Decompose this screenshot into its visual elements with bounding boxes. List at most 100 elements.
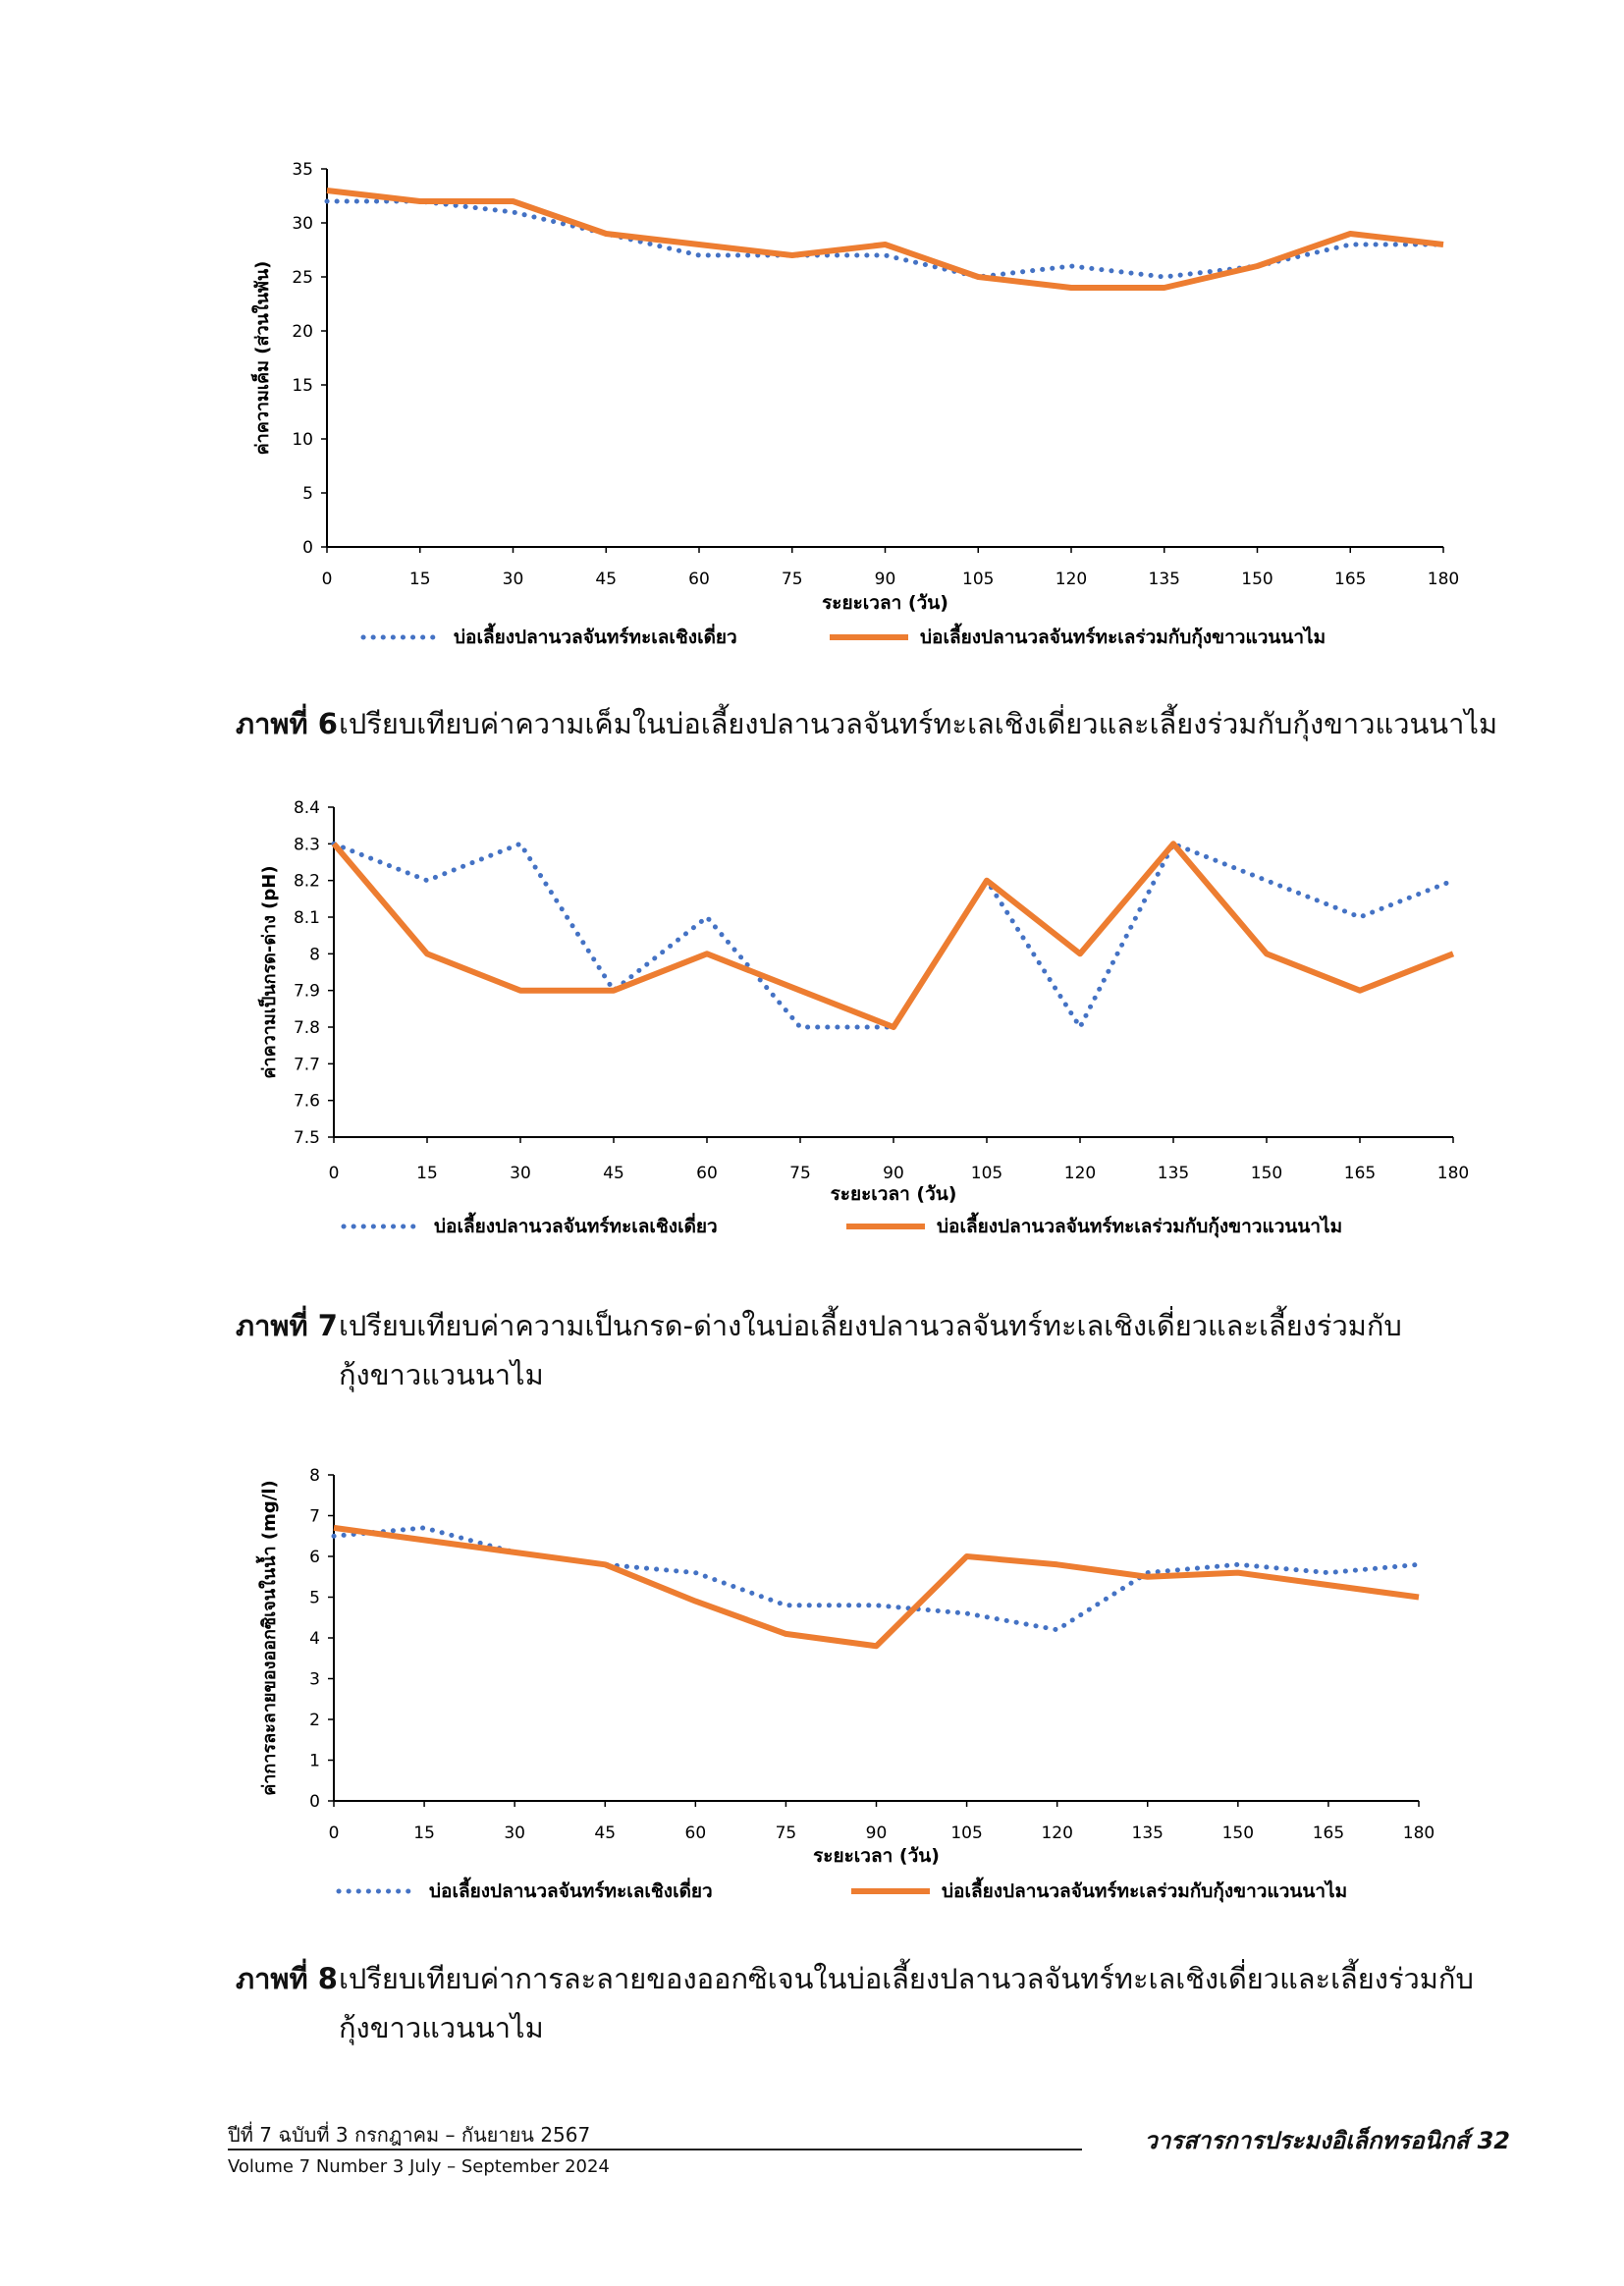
x-tick-label: 135 — [1158, 1164, 1189, 1183]
salinity-chart: 0 5 10 15 20 25 30 35 0 15 30 45 60 75 90 105 120 135 150 1… — [0, 147, 1624, 658]
x-tick-label: 180 — [1428, 570, 1459, 589]
legend-label: บ่อเลี้ยงปลานวลจันทร์ทะเลเชิงเดี่ยว — [434, 1212, 718, 1237]
x-tick-label: 90 — [875, 570, 896, 589]
x-tick-label: 120 — [1064, 1164, 1096, 1183]
x-tick-label: 180 — [1403, 1823, 1435, 1843]
x-tick-label: 120 — [1056, 570, 1087, 589]
y-axis-title: ค่าการละลายของออกซิเจนในน้ำ (mg/l) — [255, 1480, 280, 1795]
series-line-monoculture — [331, 1525, 1422, 1633]
caption-text: เปรียบเทียบค่าความเค็มในบ่อเลี้ยงปลานวลจ… — [339, 707, 1498, 740]
x-tick-label: 30 — [510, 1164, 531, 1183]
y-tick-label: 8.1 — [294, 908, 320, 928]
caption-figure-8: ภาพที่ 8เปรียบเทียบค่าการละลายของออกซิเจ… — [236, 1954, 1512, 2052]
x-tick-label: 120 — [1041, 1823, 1072, 1843]
y-tick-label: 3 — [309, 1670, 320, 1690]
x-tick-label: 45 — [595, 570, 617, 589]
x-tick-label: 75 — [789, 1164, 811, 1183]
x-tick-label: 105 — [962, 570, 994, 589]
x-tick-label: 165 — [1344, 1164, 1376, 1183]
x-tick-label: 0 — [329, 1823, 340, 1843]
legend-label: บ่อเลี้ยงปลานวลจันทร์ทะเลเชิงเดี่ยว — [454, 623, 737, 648]
y-tick-label: 10 — [292, 430, 313, 450]
y-axis-title: ค่าความเป็นกรด-ด่าง (pH) — [257, 865, 280, 1078]
legend-label: บ่อเลี้ยงปลานวลจันทร์ทะเลร่วมกับกุ้งขาวแ… — [920, 623, 1326, 649]
x-axis-title: ระยะเวลา (วัน) — [813, 1845, 940, 1867]
y-tick-label: 1 — [309, 1752, 320, 1771]
journal-name: วารสารการประมงอิเล็กทรอนิกส์ — [1144, 2127, 1470, 2154]
x-tick-label: 60 — [688, 570, 710, 589]
x-tick-label: 180 — [1437, 1164, 1469, 1183]
legend-label: บ่อเลี้ยงปลานวลจันทร์ทะเลร่วมกับกุ้งขาวแ… — [942, 1877, 1347, 1903]
y-tick-label: 7.5 — [294, 1128, 320, 1148]
oxygen-chart: 0 1 2 3 4 5 6 7 8 0 15 30 45 60 75 90 105 120 135 150 165 180… — [0, 1453, 1624, 1944]
caption-figure-7: ภาพที่ 7เปรียบเทียบค่าความเป็นกรด-ด่างใน… — [236, 1301, 1512, 1399]
y-tick-label: 8.2 — [294, 872, 320, 892]
footer-rule — [228, 2149, 1082, 2150]
caption-figure-6: ภาพที่ 6เปรียบเทียบค่าความเค็มในบ่อเลี้ย… — [236, 699, 1512, 748]
x-tick-label: 15 — [409, 570, 431, 589]
y-tick-label: 8 — [309, 1466, 320, 1486]
caption-continuation: กุ้งขาวแวนนาไม — [339, 1358, 544, 1391]
x-tick-label: 45 — [603, 1164, 624, 1183]
journal-footer: วารสารการประมงอิเล็กทรอนิกส์ 32 — [1144, 2121, 1510, 2159]
x-tick-label: 0 — [322, 570, 333, 589]
x-tick-label: 75 — [782, 570, 803, 589]
x-tick-label: 0 — [329, 1164, 340, 1183]
x-tick-label: 150 — [1251, 1164, 1282, 1183]
x-tick-label: 135 — [1149, 570, 1180, 589]
x-tick-label: 75 — [776, 1823, 797, 1843]
ph-chart: 7.5 7.6 7.7 7.8 7.9 8 8.1 8.2 8.3 8.4 0 15 30 45 60 75 9… — [0, 786, 1624, 1277]
caption-continuation: กุ้งขาวแวนนาไม — [339, 2011, 544, 2044]
x-tick-label: 60 — [696, 1164, 718, 1183]
x-tick-label: 30 — [503, 570, 524, 589]
y-tick-label: 0 — [302, 538, 313, 558]
x-tick-label: 165 — [1313, 1823, 1344, 1843]
x-tick-label: 30 — [504, 1823, 525, 1843]
y-tick-label: 7.7 — [294, 1055, 320, 1074]
x-tick-label: 90 — [866, 1823, 888, 1843]
caption-label: ภาพที่ 8 — [236, 1962, 338, 1995]
x-tick-label: 150 — [1222, 1823, 1254, 1843]
y-tick-label: 2 — [309, 1711, 320, 1730]
series-line-monoculture — [324, 198, 1446, 280]
page-number: 32 — [1477, 2127, 1510, 2154]
y-tick-label: 8 — [309, 945, 320, 964]
legend-label: บ่อเลี้ยงปลานวลจันทร์ทะเลร่วมกับกุ้งขาวแ… — [937, 1212, 1342, 1238]
series-line-monoculture — [331, 841, 1456, 1033]
salinity-chart-svg: 0 5 10 15 20 25 30 35 0 15 30 45 60 75 90 105 120 135 150 1… — [250, 160, 1459, 649]
y-tick-label: 7 — [309, 1507, 320, 1527]
caption-label: ภาพที่ 6 — [236, 707, 338, 740]
x-axis-title: ระยะเวลา (วัน) — [831, 1183, 957, 1205]
caption-text: เปรียบเทียบค่าการละลายของออกซิเจนในบ่อเล… — [339, 1962, 1474, 1995]
y-tick-label: 20 — [292, 322, 313, 342]
issue-english: Volume 7 Number 3 July – September 2024 — [228, 2156, 610, 2177]
y-tick-label: 4 — [309, 1629, 320, 1649]
y-tick-label: 0 — [309, 1792, 320, 1812]
series-line-polyculture — [326, 188, 1444, 291]
y-tick-label: 6 — [309, 1548, 320, 1567]
y-tick-label: 7.8 — [294, 1018, 320, 1038]
caption-label: ภาพที่ 7 — [236, 1309, 338, 1342]
x-tick-label: 90 — [883, 1164, 904, 1183]
series-line-polyculture — [333, 1524, 1420, 1650]
y-tick-label: 7.9 — [294, 982, 320, 1002]
y-tick-label: 30 — [292, 214, 313, 234]
y-tick-label: 35 — [292, 160, 313, 180]
y-tick-label: 8.4 — [294, 798, 320, 818]
legend-label: บ่อเลี้ยงปลานวลจันทร์ทะเลเชิงเดี่ยว — [429, 1877, 713, 1902]
x-tick-label: 45 — [594, 1823, 616, 1843]
issue-thai: ปีที่ 7 ฉบับที่ 3 กรกฎาคม – กันยายน 2567 — [228, 2123, 591, 2147]
y-tick-label: 5 — [302, 484, 313, 504]
x-tick-label: 150 — [1241, 570, 1272, 589]
y-axis-title: ค่าความเค็ม (ส่วนในพัน) — [250, 261, 273, 456]
y-tick-label: 7.6 — [294, 1092, 320, 1112]
x-tick-label: 105 — [971, 1164, 1002, 1183]
x-tick-label: 15 — [413, 1823, 435, 1843]
y-tick-label: 25 — [292, 268, 313, 288]
x-axis-title: ระยะเวลา (วัน) — [822, 592, 948, 614]
x-tick-label: 60 — [685, 1823, 707, 1843]
series-line-polyculture — [331, 841, 1455, 1030]
x-tick-label: 135 — [1132, 1823, 1164, 1843]
caption-text: เปรียบเทียบค่าความเป็นกรด-ด่างในบ่อเลี้ย… — [339, 1309, 1402, 1342]
